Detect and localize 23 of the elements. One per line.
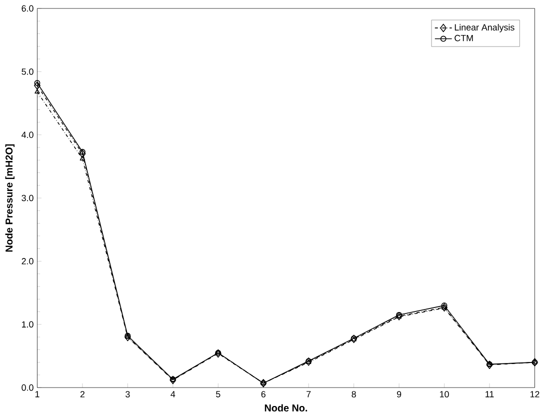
x-tick-label: 8 bbox=[352, 391, 356, 398]
x-tick-label: 4 bbox=[170, 391, 176, 398]
x-tick-label: 7 bbox=[306, 391, 311, 398]
y-tick-label: 3.0 bbox=[22, 194, 34, 202]
x-tick-label: 1 bbox=[35, 391, 40, 398]
legend-label: Linear Analysis bbox=[454, 24, 514, 32]
x-tick-label: 2 bbox=[80, 391, 84, 398]
legend-label: CTM bbox=[454, 35, 473, 42]
y-tick-label: 1.0 bbox=[22, 321, 34, 328]
y-tick-label: 2.0 bbox=[22, 258, 34, 264]
x-tick-label: 3 bbox=[126, 391, 130, 398]
x-axis-title: Node No. bbox=[264, 404, 308, 412]
x-tick-label: 12 bbox=[530, 391, 540, 398]
x-tick-label: 11 bbox=[486, 391, 494, 398]
x-tick-label: 10 bbox=[440, 391, 449, 398]
y-tick-label: 6.0 bbox=[22, 5, 34, 12]
x-tick-label: 6 bbox=[261, 391, 266, 398]
y-tick-label: 4.0 bbox=[22, 132, 34, 138]
x-tick-label: 9 bbox=[397, 391, 402, 398]
x-tick-label: 5 bbox=[216, 391, 220, 398]
y-tick-label: 0.0 bbox=[22, 384, 34, 391]
y-axis-title: Node Pressure [mH2O] bbox=[5, 144, 15, 252]
y-tick-label: 5.0 bbox=[22, 68, 34, 75]
